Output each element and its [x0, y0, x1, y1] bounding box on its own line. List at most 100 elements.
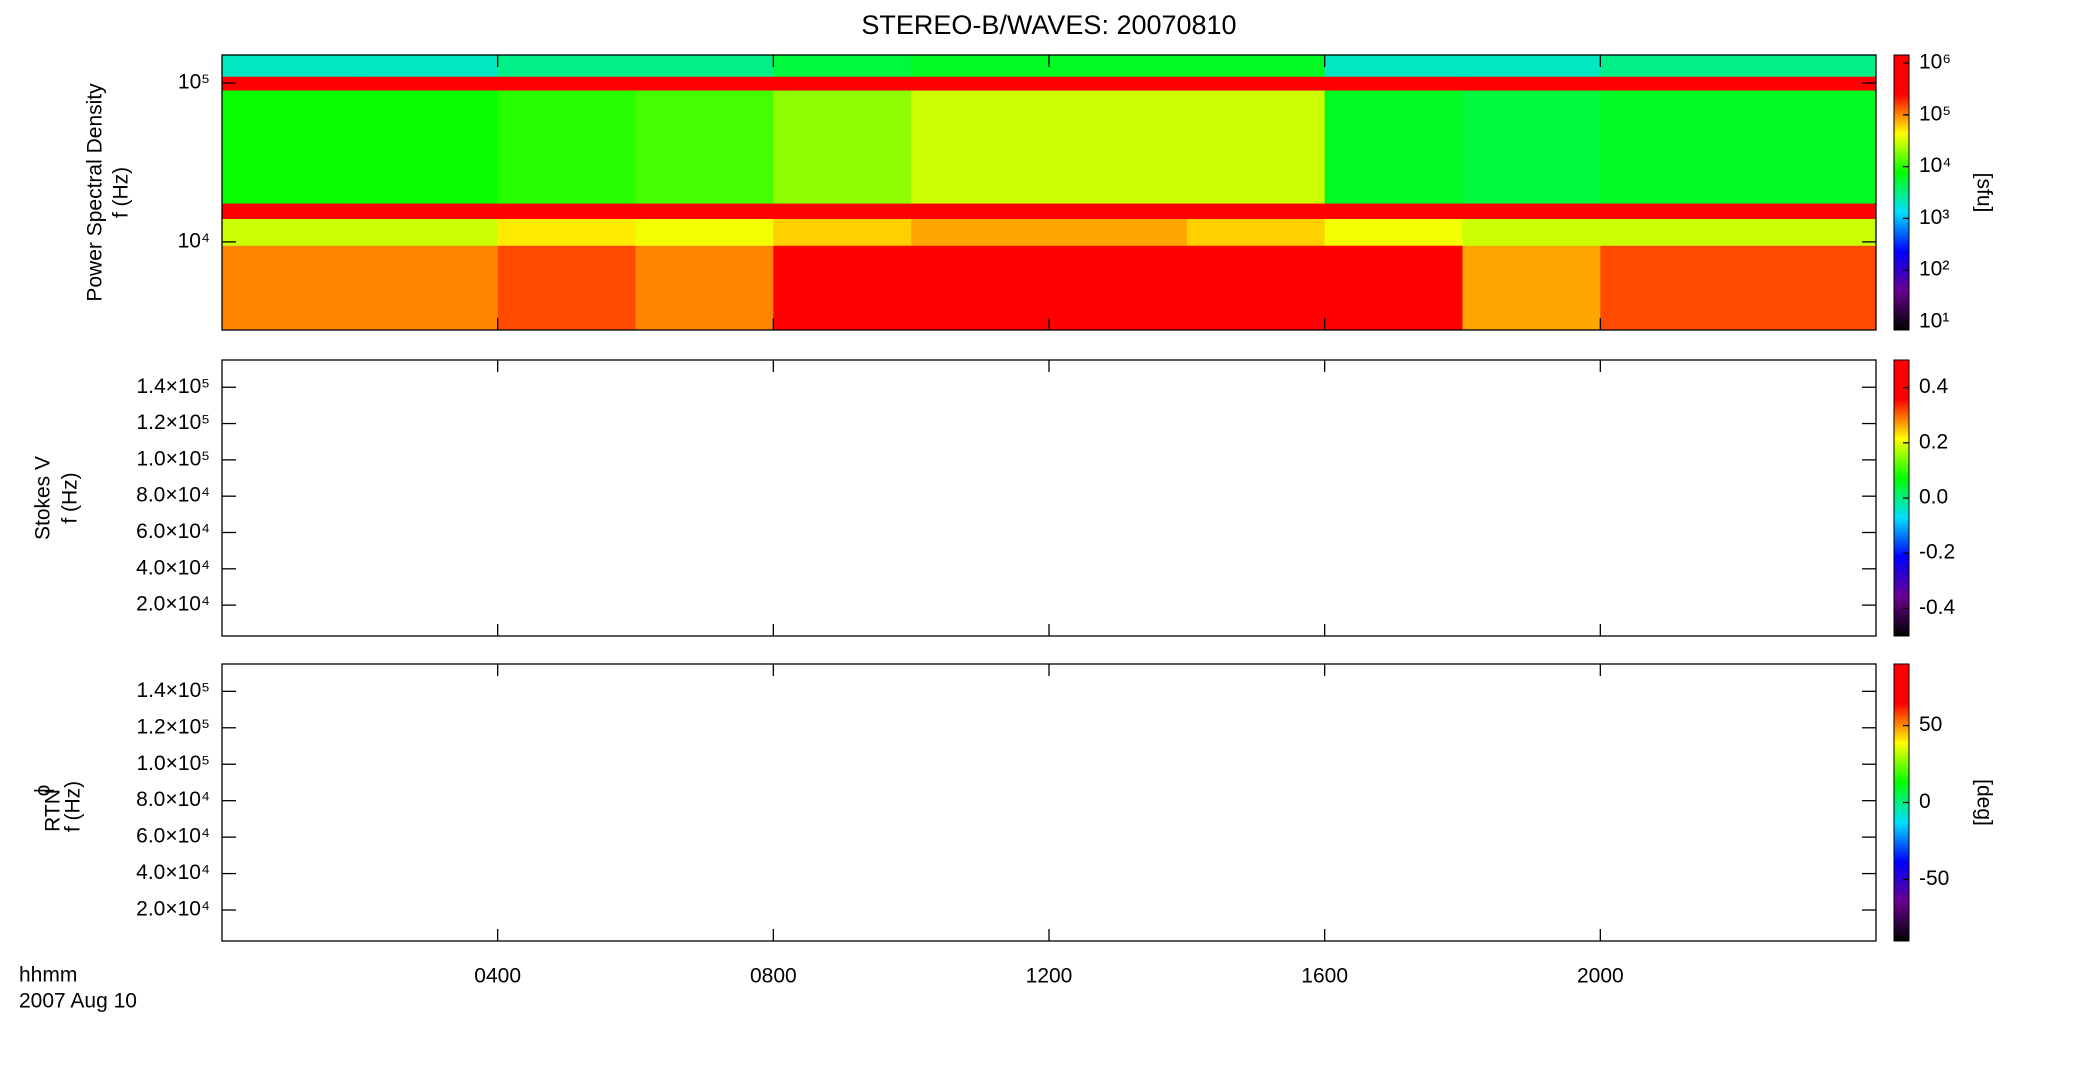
heatmap-cell	[359, 55, 499, 77]
heatmap-cell	[911, 90, 1050, 204]
plot-frame	[221, 359, 1877, 637]
y-axis-label: f (Hz)	[62, 781, 85, 832]
heatmap-cell	[773, 218, 912, 246]
heatmap-cell	[773, 245, 912, 331]
y-tick-label: 6.0×10⁴	[136, 825, 210, 848]
heatmap-cell	[1600, 55, 1739, 77]
heatmap-cell	[635, 245, 774, 331]
y-axis-label: Stokes V	[32, 456, 55, 540]
heatmap-cell	[773, 203, 912, 219]
y-axis-label-subscript: RTN	[42, 789, 65, 832]
colorbar	[1893, 54, 1910, 331]
colorbar-tick-label: -50	[1919, 867, 1949, 890]
heatmap-cell	[497, 76, 636, 91]
heatmap-cell	[1738, 245, 1877, 331]
colorbar-tick-label: 0	[1919, 790, 1931, 813]
heatmap-cell	[1462, 203, 1601, 219]
heatmap-cell	[1738, 55, 1877, 77]
heatmap-cell	[1186, 55, 1326, 77]
y-tick-label: 8.0×10⁴	[136, 788, 210, 811]
y-tick-label: 4.0×10⁴	[136, 861, 210, 884]
colorbar-tick-label: 10⁵	[1919, 102, 1951, 125]
colorbar-tick-label: -0.2	[1919, 541, 1955, 564]
heatmap-cell	[222, 76, 361, 91]
heatmap-cell	[1600, 245, 1739, 331]
heatmap-cell	[1324, 55, 1463, 77]
y-tick-label: 10⁵	[178, 71, 210, 94]
x-tick-label: 0800	[750, 965, 797, 988]
colorbar-label: [sfu]	[1972, 173, 1995, 213]
heatmap-cell	[1738, 218, 1877, 246]
y-tick-label: 1.0×10⁵	[136, 752, 210, 775]
y-tick-label: 1.2×10⁵	[136, 715, 210, 738]
heatmap-cell	[1738, 203, 1877, 219]
y-axis-label: ϕ	[32, 785, 55, 797]
x-tick-label: 0400	[474, 965, 521, 988]
heatmap-cell	[1186, 218, 1326, 246]
heatmap-cell	[635, 218, 774, 246]
heatmap-cell	[1324, 203, 1463, 219]
heatmap-cell	[222, 55, 361, 77]
heatmap-cell	[359, 76, 499, 91]
heatmap-cell	[635, 203, 774, 219]
heatmap-cell	[911, 55, 1050, 77]
y-axis-label: f (Hz)	[110, 167, 133, 218]
heatmap-cell	[222, 203, 361, 219]
heatmap-cell	[497, 245, 636, 331]
heatmap-cell	[1738, 76, 1877, 91]
y-axis-label: f (Hz)	[59, 472, 82, 523]
heatmap-cell	[1462, 90, 1601, 204]
y-tick-label: 1.4×10⁵	[136, 679, 210, 702]
colorbar-tick-label: 10²	[1919, 258, 1949, 281]
heatmap-cell	[1462, 245, 1601, 331]
heatmap-cell	[635, 55, 774, 77]
heatmap-cell	[1324, 90, 1463, 204]
x-tick-label: 1600	[1301, 965, 1348, 988]
y-tick-label: 1.4×10⁵	[136, 375, 210, 398]
y-axis-label: Power Spectral Density	[84, 83, 107, 302]
y-tick-label: 6.0×10⁴	[136, 520, 210, 543]
heatmap-cell	[1600, 76, 1739, 91]
heatmap-cell	[359, 90, 499, 204]
heatmap-cell	[773, 76, 912, 91]
heatmap-cell	[359, 203, 499, 219]
heatmap-cell	[1738, 90, 1877, 204]
heatmap-cell	[1049, 245, 1188, 331]
heatmap-cell	[1324, 218, 1463, 246]
heatmap-cell	[1049, 76, 1188, 91]
heatmap-cell	[1462, 76, 1601, 91]
heatmap-cell	[1462, 218, 1601, 246]
heatmap-cell	[1186, 245, 1326, 331]
heatmap-cell	[911, 76, 1050, 91]
x-tick-label: 1200	[1026, 965, 1073, 988]
heatmap-cell	[1049, 90, 1188, 204]
heatmap-cell	[222, 245, 361, 331]
heatmap-cell	[635, 90, 774, 204]
y-tick-label: 4.0×10⁴	[136, 556, 210, 579]
heatmap-cell	[911, 203, 1050, 219]
colorbar-tick-label: 10⁴	[1919, 154, 1951, 177]
colorbar-label: [deg]	[1972, 779, 1995, 826]
heatmap-cell	[1186, 203, 1326, 219]
x-axis-label: hhmm	[19, 964, 77, 987]
heatmap-cell	[497, 55, 636, 77]
x-tick-label: 2000	[1577, 965, 1624, 988]
heatmap-cell	[1049, 203, 1188, 219]
plot-frame	[221, 663, 1877, 942]
y-tick-label: 10⁴	[178, 229, 210, 252]
heatmap-cell	[222, 90, 361, 204]
colorbar-tick-label: 50	[1919, 713, 1942, 736]
heatmap-cell	[773, 55, 912, 77]
colorbar-tick-label: 0.4	[1919, 375, 1949, 398]
heatmap-cell	[497, 218, 636, 246]
heatmap-cell	[1049, 218, 1188, 246]
heatmap-cell	[497, 203, 636, 219]
heatmap-cell	[359, 245, 499, 331]
y-tick-label: 1.2×10⁵	[136, 411, 210, 434]
heatmap-cell	[1600, 90, 1739, 204]
heatmap-cell	[222, 218, 361, 246]
heatmap-cell	[1324, 76, 1463, 91]
heatmap-cell	[773, 90, 912, 204]
